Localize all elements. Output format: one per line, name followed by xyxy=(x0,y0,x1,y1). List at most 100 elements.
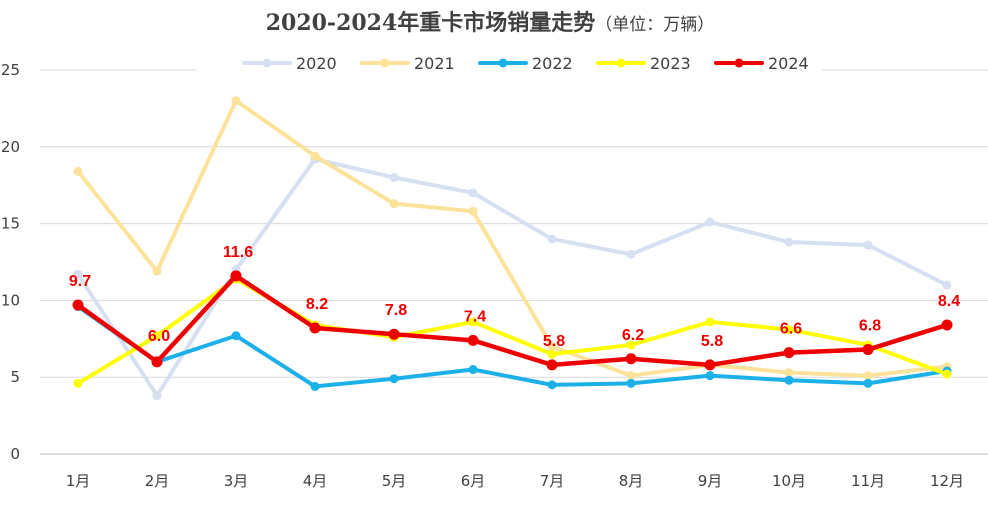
legend-swatch-marker xyxy=(734,58,744,68)
chart-title: 2020-2024年重卡市场销量走势（单位：万辆） xyxy=(266,10,715,36)
legend: 2020 2021 2022 2023 2024 xyxy=(196,48,822,78)
x-tick-label: 12月 xyxy=(930,472,964,490)
data-point-2021 xyxy=(73,166,83,176)
data-point-2020 xyxy=(626,249,636,259)
legend-label: 2022 xyxy=(532,54,573,73)
data-point-2022 xyxy=(389,374,399,384)
x-tick-label: 10月 xyxy=(772,472,806,490)
data-point-2024 xyxy=(704,359,716,371)
y-tick-label: 20 xyxy=(1,138,20,156)
data-label-2024: 5.8 xyxy=(701,333,723,350)
data-label-2024: 5.8 xyxy=(543,333,565,350)
legend-label: 2021 xyxy=(414,54,455,73)
y-tick-label: 15 xyxy=(1,215,20,233)
data-point-2021 xyxy=(389,199,399,209)
data-point-2023 xyxy=(152,331,162,341)
series-line-2023 xyxy=(76,276,949,386)
data-point-2024 xyxy=(230,270,242,282)
legend-label: 2023 xyxy=(650,54,691,73)
legend-swatch-marker xyxy=(498,58,508,68)
data-point-2020 xyxy=(152,391,162,401)
legend-label: 2020 xyxy=(296,54,337,73)
data-point-2022 xyxy=(468,365,478,375)
x-axis-ticks: 1月 2月 3月 4月 5月 6月 7月 8月 9月 10月 11月 12月 xyxy=(66,472,964,490)
data-point-2020 xyxy=(73,269,83,279)
x-tick-label: 1月 xyxy=(66,472,91,490)
series-line-2022 xyxy=(76,304,949,389)
data-label-2024: 8.2 xyxy=(306,296,328,313)
legend-swatch-marker xyxy=(380,58,390,68)
series-line-2021 xyxy=(76,98,949,378)
data-point-2022 xyxy=(231,331,241,341)
y-axis-ticks: 0 5 10 15 20 25 xyxy=(1,61,20,463)
x-tick-label: 3月 xyxy=(224,472,249,490)
data-point-2020 xyxy=(705,217,715,227)
data-point-2020 xyxy=(863,240,873,250)
data-point-2024 xyxy=(309,322,321,334)
data-point-2022 xyxy=(705,371,715,381)
x-tick-label: 5月 xyxy=(382,472,407,490)
x-tick-label: 6月 xyxy=(461,472,486,490)
data-point-2024 xyxy=(72,299,84,311)
data-label-2024: 7.4 xyxy=(464,308,486,325)
data-point-2021 xyxy=(152,266,162,276)
data-point-2024 xyxy=(941,319,953,331)
data-point-2024 xyxy=(625,353,637,365)
chart-title-unit: （单位：万辆） xyxy=(595,15,714,35)
data-label-2024: 6.0 xyxy=(148,328,170,345)
data-point-2021 xyxy=(784,368,794,378)
data-point-2021 xyxy=(626,371,636,381)
data-label-2024: 7.8 xyxy=(385,302,407,319)
y-tick-label: 5 xyxy=(10,368,20,386)
data-labels: 9.7 6.0 11.6 8.2 7.8 7.4 5.8 6.2 5.8 6.6 6.8 8.4 xyxy=(69,244,960,350)
y-tick-label: 0 xyxy=(10,445,20,463)
data-point-2023 xyxy=(942,369,952,379)
data-label-2024: 9.7 xyxy=(69,273,91,290)
data-point-2021 xyxy=(863,371,873,381)
data-point-2023 xyxy=(626,340,636,350)
data-point-2020 xyxy=(942,280,952,290)
data-point-2023 xyxy=(547,349,557,359)
data-label-2024: 11.6 xyxy=(223,244,253,261)
data-label-2024: 6.6 xyxy=(780,321,802,338)
legend-swatch-marker xyxy=(262,58,272,68)
legend-label: 2024 xyxy=(768,54,809,73)
x-tick-label: 9月 xyxy=(698,472,723,490)
data-point-2024 xyxy=(862,344,874,356)
data-point-2024 xyxy=(783,347,795,359)
data-point-2022 xyxy=(547,380,557,390)
grid-layer xyxy=(40,69,988,455)
legend-swatch-marker xyxy=(616,58,626,68)
data-point-2024 xyxy=(388,328,400,340)
data-point-2020 xyxy=(389,173,399,183)
data-point-2022 xyxy=(626,378,636,388)
x-tick-label: 8月 xyxy=(619,472,644,490)
x-tick-label: 11月 xyxy=(851,472,885,490)
data-label-2024: 6.2 xyxy=(622,327,644,344)
data-point-2023 xyxy=(705,317,715,327)
data-point-2024 xyxy=(151,356,163,368)
data-point-2021 xyxy=(547,341,557,351)
x-tick-label: 4月 xyxy=(303,472,328,490)
data-point-2022 xyxy=(784,375,794,385)
data-point-2021 xyxy=(468,206,478,216)
x-tick-label: 7月 xyxy=(540,472,565,490)
data-point-2024 xyxy=(546,359,558,371)
data-point-2021 xyxy=(231,96,241,106)
data-point-2021 xyxy=(310,151,320,161)
series-line-2024 xyxy=(75,273,950,368)
data-point-2024 xyxy=(467,334,479,346)
data-label-2024: 8.4 xyxy=(938,293,960,310)
series-2023 xyxy=(73,274,952,388)
chart-title-main: 2020-2024年重卡市场销量走势 xyxy=(266,10,596,36)
series-2024 xyxy=(72,270,953,371)
data-point-2023 xyxy=(468,317,478,327)
y-tick-label: 10 xyxy=(1,291,20,309)
data-label-2024: 6.8 xyxy=(859,318,881,335)
data-point-2023 xyxy=(784,325,794,335)
data-point-2020 xyxy=(784,237,794,247)
series-layer xyxy=(72,96,953,401)
y-tick-label: 25 xyxy=(1,61,20,79)
